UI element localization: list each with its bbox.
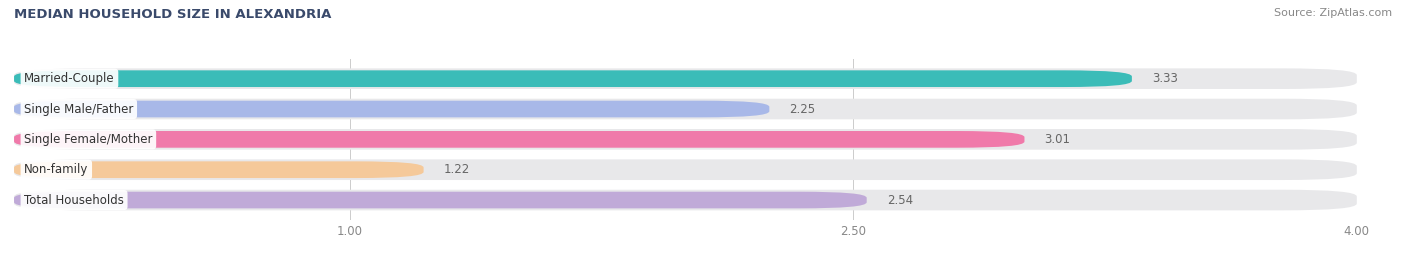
FancyBboxPatch shape (14, 68, 1357, 89)
Text: Source: ZipAtlas.com: Source: ZipAtlas.com (1274, 8, 1392, 18)
FancyBboxPatch shape (14, 161, 423, 178)
FancyBboxPatch shape (14, 99, 1357, 119)
FancyBboxPatch shape (14, 192, 866, 209)
Text: Married-Couple: Married-Couple (24, 72, 115, 85)
FancyBboxPatch shape (14, 159, 1357, 180)
Text: Single Male/Father: Single Male/Father (24, 103, 134, 116)
Text: 2.54: 2.54 (887, 193, 912, 207)
Text: 2.25: 2.25 (790, 103, 815, 116)
FancyBboxPatch shape (14, 131, 1025, 148)
FancyBboxPatch shape (14, 129, 1357, 150)
Text: Single Female/Mother: Single Female/Mother (24, 133, 153, 146)
FancyBboxPatch shape (14, 190, 1357, 210)
FancyBboxPatch shape (14, 70, 1132, 87)
Text: 3.01: 3.01 (1045, 133, 1070, 146)
Text: 3.33: 3.33 (1152, 72, 1178, 85)
Text: 1.22: 1.22 (444, 163, 470, 176)
Text: Non-family: Non-family (24, 163, 89, 176)
FancyBboxPatch shape (14, 101, 769, 117)
Text: MEDIAN HOUSEHOLD SIZE IN ALEXANDRIA: MEDIAN HOUSEHOLD SIZE IN ALEXANDRIA (14, 8, 332, 21)
Text: Total Households: Total Households (24, 193, 124, 207)
